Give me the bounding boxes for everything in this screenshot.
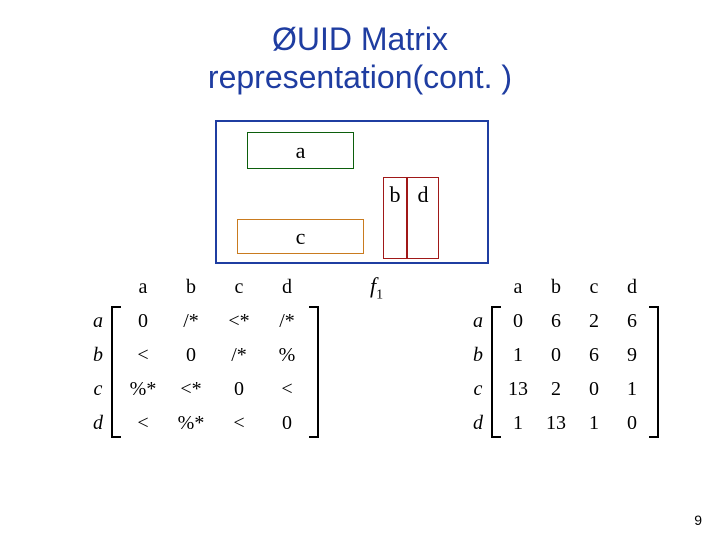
right-row-b: b [465,338,491,372]
right-col-d: d [613,270,651,304]
right-cell: 0 [613,406,651,440]
right-col-c: c [575,270,613,304]
left-cell: <* [167,372,215,406]
f1-subscript: 1 [376,287,383,302]
right-row-a: a [465,304,491,338]
slide-title: ØUID Matrix representation(cont. ) [0,20,720,97]
left-cell: 0 [263,406,311,440]
diagram-rect-c: c [237,219,364,254]
title-line-2: representation(cont. ) [208,59,512,95]
left-cell: < [119,338,167,372]
left-row-c: c [85,372,111,406]
diagram-rect-a: a [247,132,354,169]
right-cell: 1 [575,406,613,440]
right-cell: 2 [575,304,613,338]
diagram-frame: a b d c [215,120,489,264]
bullet-icon: Ø [272,21,297,57]
left-col-a: a [119,270,167,304]
left-cell: <* [215,304,263,338]
right-cell: 6 [575,338,613,372]
right-matrix: a b c d a 0 6 2 6 b 1 0 6 9 c 13 2 0 1 [465,270,659,440]
title-line-1: UID Matrix [297,21,448,57]
right-cell: 1 [613,372,651,406]
diagram-rect-b: b [383,177,407,259]
right-row-d: d [465,406,491,440]
right-cell: 13 [499,372,537,406]
left-cell: 0 [167,338,215,372]
left-cell: % [263,338,311,372]
left-cell: /* [167,304,215,338]
left-cell: < [119,406,167,440]
f1-label: f1 [370,273,383,303]
left-row-a: a [85,304,111,338]
right-cell: 6 [537,304,575,338]
left-cell: %* [167,406,215,440]
left-cell: /* [215,338,263,372]
right-col-a: a [499,270,537,304]
right-cell: 1 [499,338,537,372]
left-col-d: d [263,270,311,304]
left-cell: 0 [215,372,263,406]
left-cell: %* [119,372,167,406]
left-matrix: a b c d a 0 /* <* /* b < 0 /* % c %* <* … [85,270,319,440]
right-cell: 13 [537,406,575,440]
diagram-rect-d: d [407,177,439,259]
right-cell: 9 [613,338,651,372]
right-cell: 6 [613,304,651,338]
left-row-d: d [85,406,111,440]
right-cell: 0 [575,372,613,406]
left-cell: < [215,406,263,440]
left-cell: 0 [119,304,167,338]
left-col-c: c [215,270,263,304]
right-cell: 1 [499,406,537,440]
right-cell: 2 [537,372,575,406]
left-row-b: b [85,338,111,372]
left-cell: /* [263,304,311,338]
right-col-b: b [537,270,575,304]
left-col-b: b [167,270,215,304]
right-cell: 0 [537,338,575,372]
left-cell: < [263,372,311,406]
right-row-c: c [465,372,491,406]
page-number: 9 [694,512,702,528]
right-cell: 0 [499,304,537,338]
